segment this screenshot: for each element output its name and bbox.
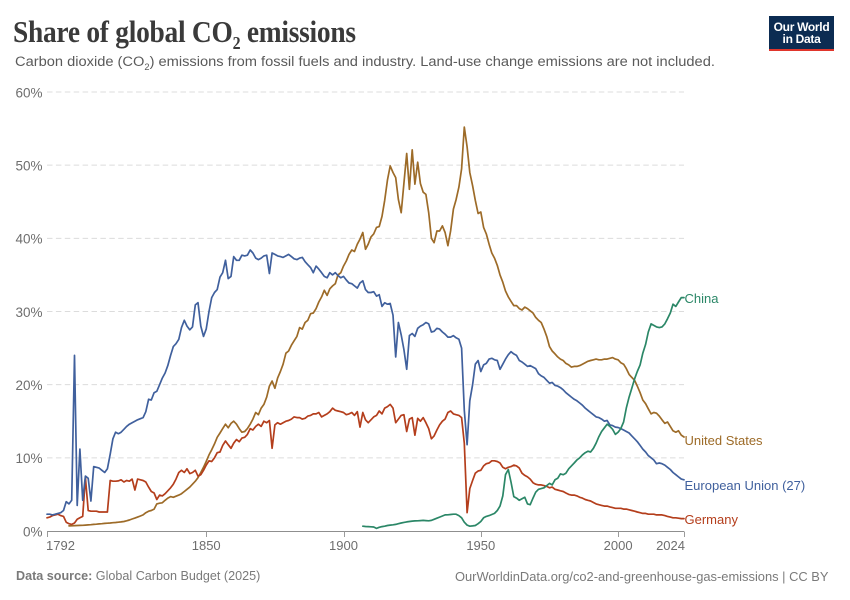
svg-text:20%: 20%	[15, 378, 42, 393]
svg-text:50%: 50%	[15, 159, 42, 174]
svg-text:Germany: Germany	[685, 512, 739, 527]
svg-text:China: China	[685, 291, 720, 306]
svg-text:0%: 0%	[23, 524, 43, 539]
svg-text:60%: 60%	[15, 85, 42, 100]
svg-text:2024: 2024	[656, 538, 685, 553]
svg-text:1792: 1792	[46, 538, 75, 553]
svg-text:1850: 1850	[192, 538, 221, 553]
svg-text:1900: 1900	[329, 538, 358, 553]
svg-text:30%: 30%	[15, 305, 42, 320]
svg-text:2000: 2000	[604, 538, 633, 553]
svg-text:1950: 1950	[466, 538, 495, 553]
svg-text:10%: 10%	[15, 451, 42, 466]
svg-text:United States: United States	[685, 433, 764, 448]
svg-text:40%: 40%	[15, 232, 42, 247]
svg-text:European Union (27): European Union (27)	[685, 478, 806, 493]
